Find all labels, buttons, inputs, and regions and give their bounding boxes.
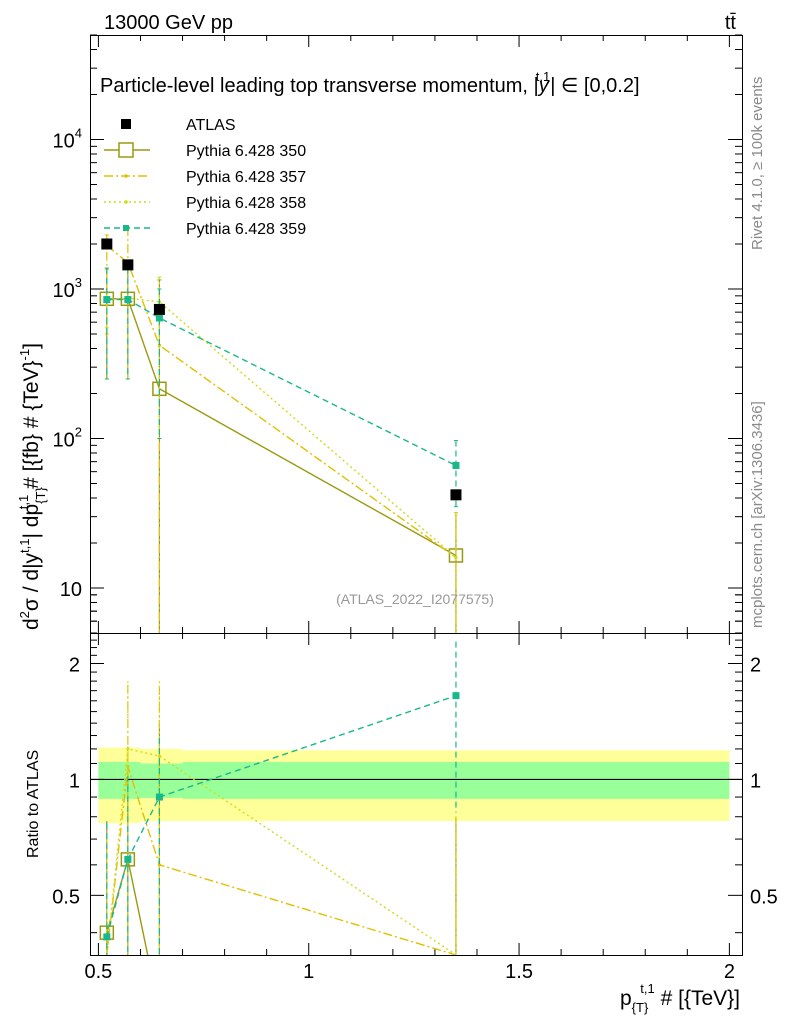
data-point	[452, 461, 460, 469]
ratio-panel-frame	[90, 633, 743, 956]
header-left: 13000 GeV pp	[104, 12, 233, 34]
ratio-point	[157, 754, 162, 758]
ratio-point	[452, 692, 460, 700]
y-axis-label: d2σ / d|yt,1| dp{T}t,1 # [{fb} # {TeV}-1…	[16, 343, 48, 630]
x-tick-label: 1	[303, 961, 314, 983]
x-tick-label: 1.5	[505, 961, 533, 983]
x-tick-label: 0.5	[85, 961, 113, 983]
series-line	[106, 298, 457, 467]
legend: ATLAS Pythia 6.428 350 Pythia 6.428 357 Pyt…	[104, 117, 306, 238]
ratio-line	[106, 695, 457, 938]
series-0	[104, 267, 458, 955]
data-point	[454, 555, 458, 560]
legend-marker	[124, 174, 128, 178]
rivet-version-text: Rivet 4.1.0, ≥ 100k events	[749, 77, 766, 250]
data-marks	[99, 226, 464, 955]
legend-label: Pythia 6.428 358	[186, 195, 306, 212]
data-point	[124, 296, 132, 304]
series-line	[106, 245, 457, 559]
analysis-watermark: (ATLAS_2022_I2077575)	[336, 591, 494, 607]
ratio-point	[124, 855, 132, 863]
data-point	[103, 296, 111, 304]
x-axis-label: p{T}t,1 # [{TeV}]	[620, 981, 740, 1015]
chart-title: Particle-level leading top transverse mo…	[100, 69, 640, 97]
y-tick-label: 10	[60, 579, 82, 601]
ratio-point	[157, 863, 162, 867]
ratio-tick-label-left: 1	[69, 770, 80, 792]
legend-marker-atlas	[121, 119, 131, 129]
series-line	[106, 297, 457, 559]
ratio-tick-label-left: 0.5	[52, 886, 80, 908]
legend-label: Pythia 6.428 357	[186, 169, 306, 186]
legend-marker	[118, 142, 134, 158]
header-right: tt̄	[725, 12, 737, 34]
ratio-point	[155, 793, 163, 801]
legend-label: Pythia 6.428 359	[186, 221, 306, 238]
legend-label-atlas: ATLAS	[186, 117, 236, 134]
data-point	[157, 343, 162, 347]
atlas-data-point	[101, 238, 113, 250]
legend-marker	[124, 200, 128, 204]
atlas-data-point	[153, 303, 165, 315]
ratio-point	[103, 933, 111, 941]
y-tick-label: 102	[53, 424, 82, 451]
series-3	[104, 267, 458, 955]
ratio-tick-label-right: 0.5	[750, 886, 778, 908]
ratio-tick-label-right: 1	[750, 770, 761, 792]
atlas-data-point	[450, 489, 462, 501]
ratio-tick-label-left: 2	[69, 654, 80, 676]
series-2	[104, 262, 458, 955]
mcplots-text: mcplots.cern.ch [arXiv:1306.3436]	[749, 401, 766, 628]
band-inner-0	[98, 761, 118, 799]
band-inner-2	[140, 763, 183, 798]
ratio-tick-label-right: 2	[750, 654, 761, 676]
ratio-point	[126, 747, 130, 751]
ratio-series	[106, 641, 457, 955]
legend-marker	[123, 225, 129, 231]
ratio-y-axis-label: Ratio to ATLAS	[25, 750, 42, 858]
ratio-line	[106, 766, 457, 955]
data-point	[155, 314, 163, 322]
x-tick-label: 2	[724, 961, 735, 983]
axes: 0.5 1 1.5 2 10 102 103 104 0.5 0.5 1 1 2 2	[52, 34, 778, 983]
y-tick-label: 103	[53, 275, 82, 302]
legend-label: Pythia 6.428 350	[186, 143, 306, 160]
atlas-data	[101, 238, 462, 501]
y-tick-label: 104	[53, 125, 82, 152]
atlas-data-point	[122, 259, 134, 271]
